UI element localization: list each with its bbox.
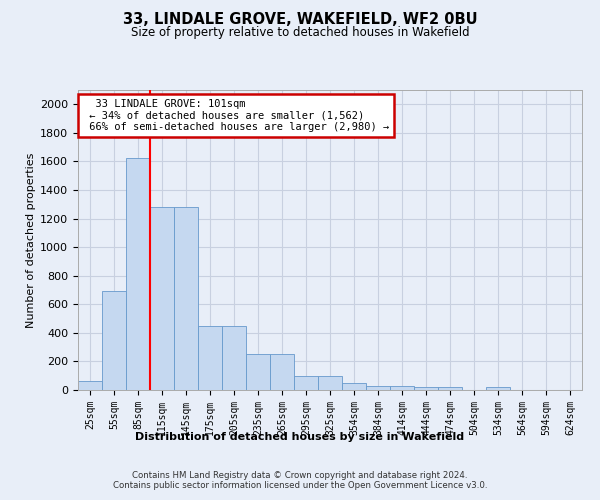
Bar [198, 326, 222, 390]
Bar [102, 290, 126, 390]
Bar [318, 376, 342, 390]
Bar [366, 386, 390, 390]
Text: Contains HM Land Registry data © Crown copyright and database right 2024.
Contai: Contains HM Land Registry data © Crown c… [113, 470, 487, 490]
Bar [342, 383, 366, 390]
Bar [294, 376, 318, 390]
Bar [246, 354, 270, 390]
Bar [174, 207, 198, 390]
Bar [486, 387, 510, 390]
Text: 33 LINDALE GROVE: 101sqm  
 ← 34% of detached houses are smaller (1,562)
 66% of: 33 LINDALE GROVE: 101sqm ← 34% of detach… [83, 99, 389, 132]
Text: 33, LINDALE GROVE, WAKEFIELD, WF2 0BU: 33, LINDALE GROVE, WAKEFIELD, WF2 0BU [122, 12, 478, 28]
Bar [78, 380, 102, 390]
Bar [438, 387, 462, 390]
Bar [126, 158, 150, 390]
Text: Size of property relative to detached houses in Wakefield: Size of property relative to detached ho… [131, 26, 469, 39]
Bar [150, 207, 174, 390]
Bar [270, 354, 294, 390]
Y-axis label: Number of detached properties: Number of detached properties [26, 152, 36, 328]
Bar [222, 326, 246, 390]
Bar [390, 386, 414, 390]
Bar [414, 387, 438, 390]
Text: Distribution of detached houses by size in Wakefield: Distribution of detached houses by size … [136, 432, 464, 442]
